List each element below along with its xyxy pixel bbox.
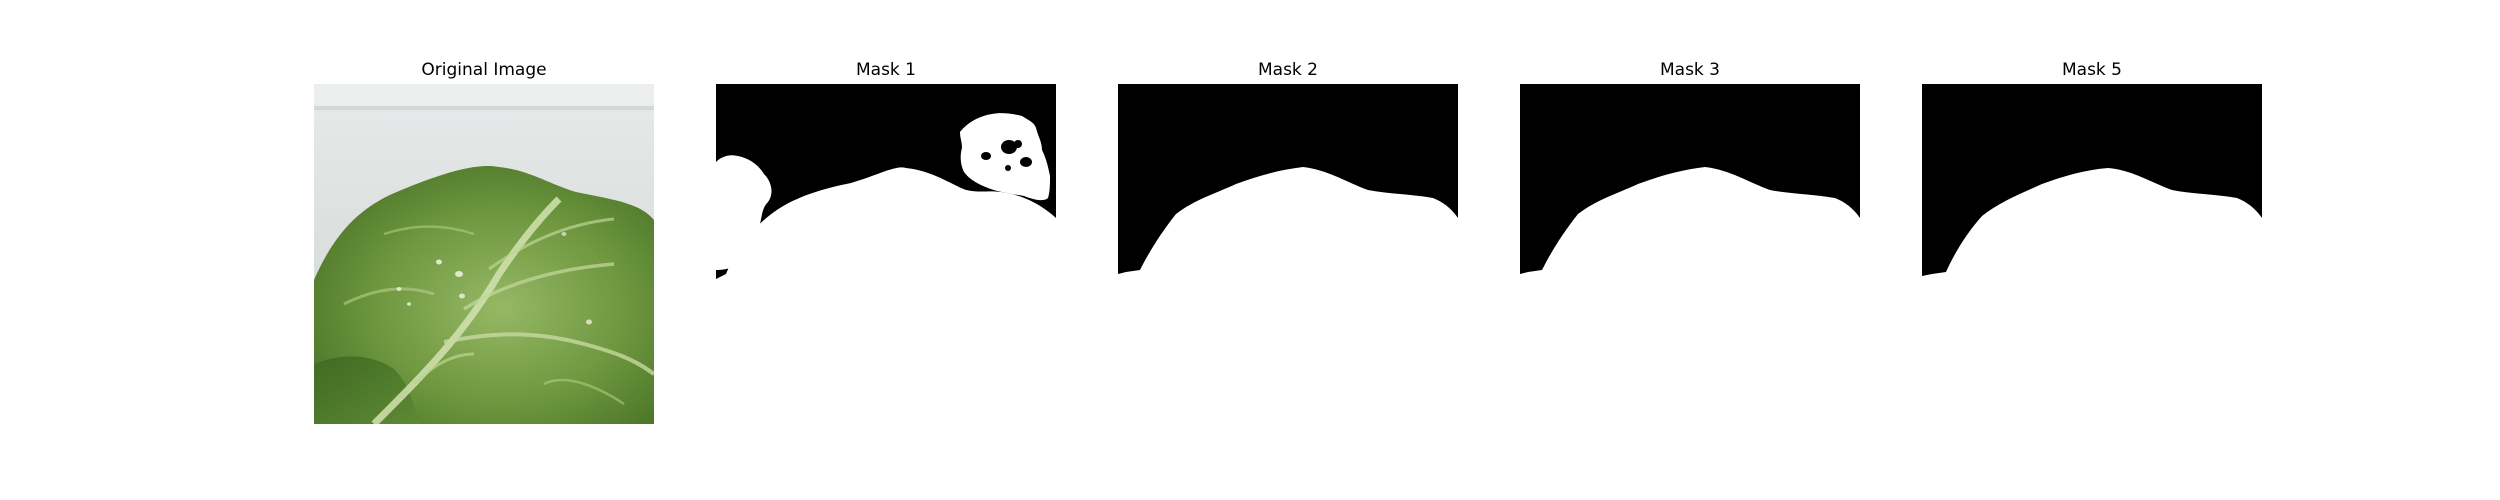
panel-title: Mask 2 <box>1257 60 1318 80</box>
original-leaf-photo <box>314 84 654 424</box>
mask-1-image <box>716 84 1056 424</box>
panel-title: Mask 1 <box>855 60 916 80</box>
panel-title: Original Image <box>421 60 547 80</box>
panel-title: Mask 5 <box>2061 60 2122 80</box>
mask-5-image <box>1922 84 2262 424</box>
mask-2-image <box>1118 84 1458 424</box>
panel-title: Mask 3 <box>1659 60 1720 80</box>
mask-3-image <box>1520 84 1860 424</box>
